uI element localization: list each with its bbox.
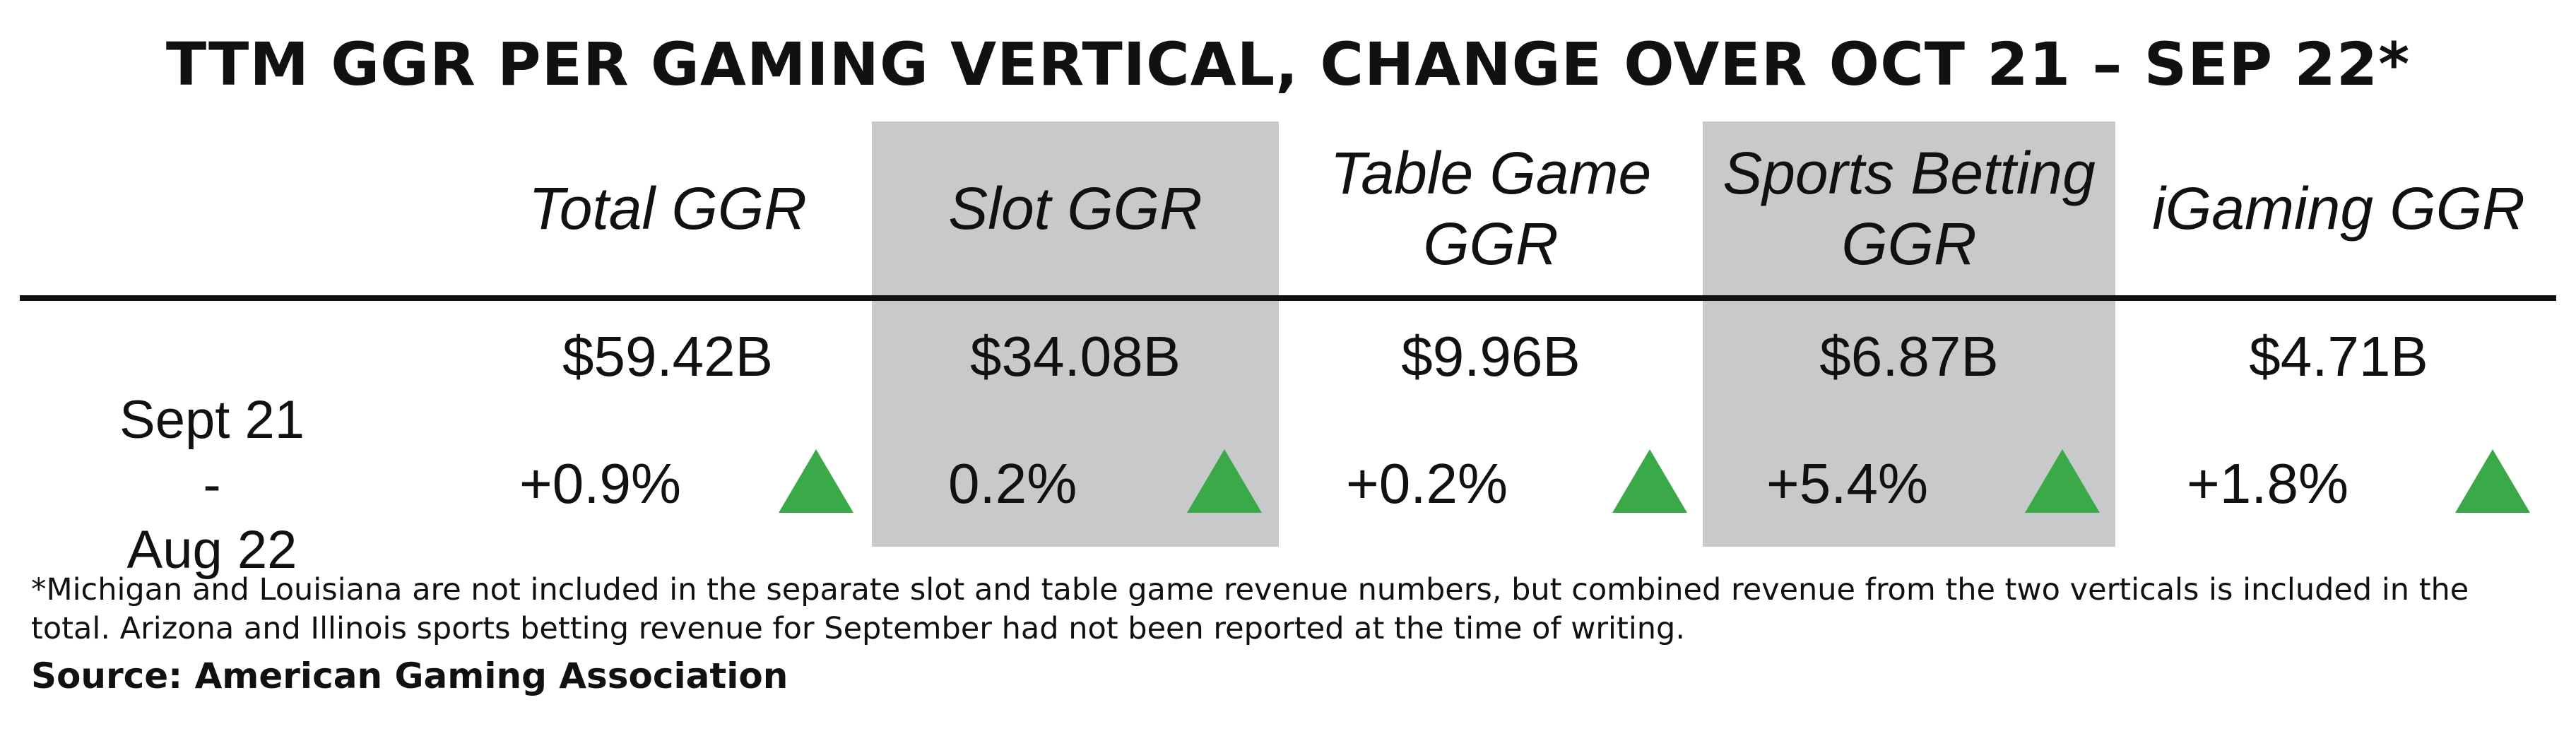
column-header-line: Sports Betting [1723, 140, 2096, 206]
source-line: Source: American Gaming Association [31, 655, 788, 696]
chart-title: TTM GGR PER GAMING VERTICAL, CHANGE OVER… [165, 30, 2411, 99]
trend-arrow-total-ggr [779, 449, 853, 513]
row-label-period: Sept 21 - Aug 22 [106, 390, 318, 580]
trend-arrow-slot-ggr [1187, 449, 1262, 513]
column-header-total-ggr: Total GGR [480, 138, 855, 279]
total-value-slot-ggr: $34.08B [969, 325, 1181, 388]
trend-arrow-igaming-ggr [2455, 449, 2530, 513]
column-header-line: Table Game [1330, 140, 1652, 206]
column-header-line: GGR [1423, 210, 1559, 277]
footnote: *Michigan and Louisiana are not included… [31, 572, 2469, 646]
trend-arrow-table-game-ggr [1612, 449, 1687, 513]
total-value-sports-betting-ggr: $6.87B [1819, 325, 1999, 388]
column-header-igaming-ggr: iGaming GGR [2127, 138, 2551, 279]
column-header-table-game-ggr: Table Game GGR [1293, 138, 1689, 279]
column-header-line: Total GGR [528, 175, 807, 242]
column-header-sports-betting-ggr: Sports Betting GGR [1703, 138, 2115, 279]
highlight-column-sports-betting [1703, 121, 2115, 547]
triangle-up-icon [2455, 449, 2530, 513]
triangle-up-icon [2025, 449, 2100, 513]
change-value-slot-ggr: 0.2% [948, 452, 1077, 515]
change-value-table-game-ggr: +0.2% [1346, 452, 1508, 515]
column-header-line: Slot GGR [948, 175, 1203, 242]
header-divider [20, 295, 2556, 301]
change-value-igaming-ggr: +1.8% [2187, 452, 2349, 515]
total-value-total-ggr: $59.42B [562, 325, 774, 388]
triangle-up-icon [1187, 449, 1262, 513]
column-header-slot-ggr: Slot GGR [872, 138, 1279, 279]
trend-arrow-sports-betting-ggr [2025, 449, 2100, 513]
row-label-line: Sept 21 - [119, 390, 305, 515]
triangle-up-icon [1612, 449, 1687, 513]
total-value-igaming-ggr: $4.71B [2249, 325, 2428, 388]
total-value-table-game-ggr: $9.96B [1401, 325, 1581, 388]
triangle-up-icon [779, 449, 853, 513]
row-label-line: Aug 22 [126, 520, 297, 580]
change-value-sports-betting-ggr: +5.4% [1766, 452, 1929, 515]
column-header-line: iGaming GGR [2152, 175, 2525, 242]
change-value-total-ggr: +0.9% [519, 452, 682, 515]
column-header-line: GGR [1841, 210, 1977, 277]
